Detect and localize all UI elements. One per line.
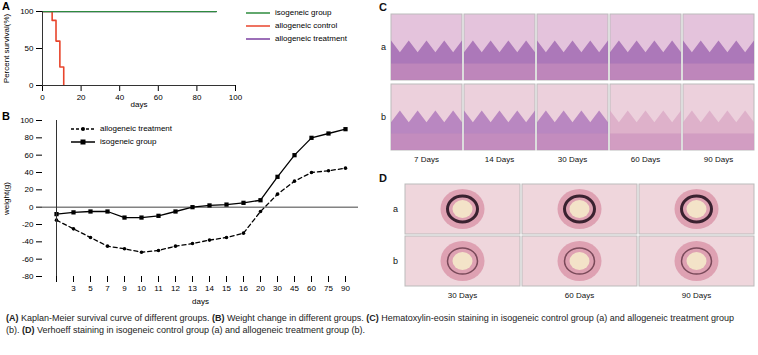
svg-text:20: 20 (256, 284, 265, 293)
svg-text:40: 40 (25, 168, 34, 177)
html-text:isogeneic group: isogeneic group (100, 137, 157, 146)
svg-text:D: D (379, 172, 387, 184)
html-text:allogeneic treatment: allogeneic treatment (275, 34, 347, 43)
html-text:B: B (2, 110, 10, 122)
svg-text:0: 0 (29, 81, 34, 90)
svg-text:40: 40 (115, 93, 124, 102)
svg-text:-40: -40 (22, 237, 34, 246)
svg-text:16: 16 (239, 284, 248, 293)
svg-text:14 Days: 14 Days (485, 155, 514, 164)
svg-text:30: 30 (273, 284, 282, 293)
html-text:A: A (2, 0, 10, 12)
svg-text:13: 13 (188, 284, 197, 293)
svg-text:7: 7 (105, 284, 110, 293)
svg-text:100: 100 (229, 93, 243, 102)
svg-text:C: C (379, 1, 387, 13)
html-text:allogeneic treatment: allogeneic treatment (100, 124, 172, 133)
svg-text:3: 3 (71, 284, 76, 293)
svg-text:20: 20 (77, 93, 86, 102)
svg-text:60: 60 (25, 151, 34, 160)
svg-text:50: 50 (25, 44, 34, 53)
svg-text:75: 75 (324, 284, 333, 293)
svg-text:20: 20 (25, 185, 34, 194)
svg-text:5: 5 (88, 284, 93, 293)
svg-text:30 Days: 30 Days (558, 155, 587, 164)
svg-text:90 Days: 90 Days (682, 291, 711, 300)
svg-text:Percent survival(%): Percent survival(%) (2, 13, 11, 83)
svg-text:80: 80 (192, 93, 201, 102)
svg-text:90 Days: 90 Days (704, 155, 733, 164)
svg-text:100: 100 (20, 7, 34, 16)
svg-text:100: 100 (20, 116, 34, 125)
svg-text:60 Days: 60 Days (565, 291, 594, 300)
svg-text:-20: -20 (22, 220, 34, 229)
svg-text:9: 9 (122, 284, 127, 293)
svg-text:a: a (381, 42, 386, 52)
svg-text:11: 11 (154, 284, 163, 293)
html-text:allogeneic control: allogeneic control (275, 21, 338, 30)
svg-text:b: b (393, 256, 398, 266)
svg-text:weight(g): weight(g) (2, 182, 11, 216)
svg-text:30 Days: 30 Days (448, 291, 477, 300)
html-text:isogeneic group: isogeneic group (275, 8, 332, 17)
svg-text:-60: -60 (22, 255, 34, 264)
svg-text:10: 10 (137, 284, 146, 293)
svg-text:7 Days: 7 Days (414, 155, 439, 164)
svg-text:60: 60 (154, 93, 163, 102)
svg-text:60 Days: 60 Days (631, 155, 660, 164)
svg-text:45: 45 (290, 284, 299, 293)
svg-text:0: 0 (40, 93, 45, 102)
svg-text:-80: -80 (22, 272, 34, 281)
svg-text:12: 12 (171, 284, 180, 293)
html-text:(A) Kaplan-Meier survival curv: (A) Kaplan-Meier survival curve of diffe… (6, 313, 734, 335)
svg-text:days: days (192, 297, 209, 306)
svg-text:b: b (381, 112, 386, 122)
svg-text:14: 14 (205, 284, 214, 293)
svg-text:90: 90 (341, 284, 350, 293)
svg-text:80: 80 (25, 133, 34, 142)
svg-text:15: 15 (222, 284, 231, 293)
svg-text:a: a (393, 204, 398, 214)
svg-text:60: 60 (307, 284, 316, 293)
svg-text:days: days (131, 100, 148, 109)
svg-text:0: 0 (29, 203, 34, 212)
